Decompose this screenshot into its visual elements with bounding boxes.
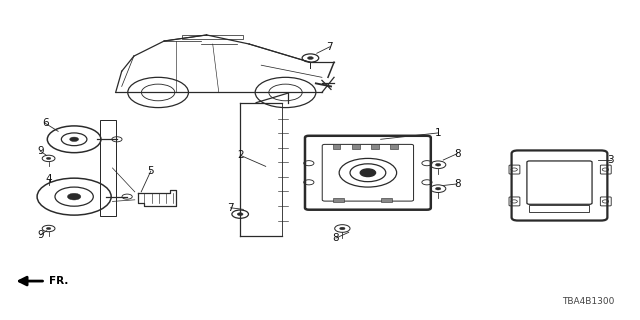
Text: 3: 3 (607, 155, 614, 165)
Circle shape (307, 57, 314, 60)
Text: FR.: FR. (49, 276, 68, 286)
Text: 9: 9 (37, 230, 44, 240)
Circle shape (360, 169, 376, 177)
Circle shape (435, 187, 441, 190)
Circle shape (46, 157, 51, 160)
Text: 5: 5 (147, 166, 154, 176)
Circle shape (70, 137, 79, 141)
Bar (100, 120, 116, 216)
Text: 8: 8 (454, 148, 461, 159)
Bar (182, 35, 243, 39)
Bar (333, 198, 344, 202)
Bar (529, 205, 589, 212)
Circle shape (340, 227, 345, 230)
Circle shape (46, 228, 51, 230)
Text: 4: 4 (45, 174, 52, 184)
Bar (390, 144, 398, 149)
Bar (381, 198, 392, 202)
Text: 7: 7 (227, 203, 234, 213)
Text: 2: 2 (237, 150, 243, 160)
Bar (352, 144, 360, 149)
Text: 7: 7 (326, 42, 333, 52)
Text: 8: 8 (454, 179, 461, 189)
Text: 8: 8 (333, 233, 339, 243)
Circle shape (435, 164, 441, 166)
Text: 9: 9 (37, 146, 44, 156)
Circle shape (237, 213, 243, 216)
Text: 6: 6 (42, 118, 49, 128)
Circle shape (67, 193, 81, 200)
Bar (371, 144, 379, 149)
Text: TBA4B1300: TBA4B1300 (562, 297, 614, 306)
Bar (333, 144, 340, 149)
Text: 1: 1 (435, 128, 442, 138)
